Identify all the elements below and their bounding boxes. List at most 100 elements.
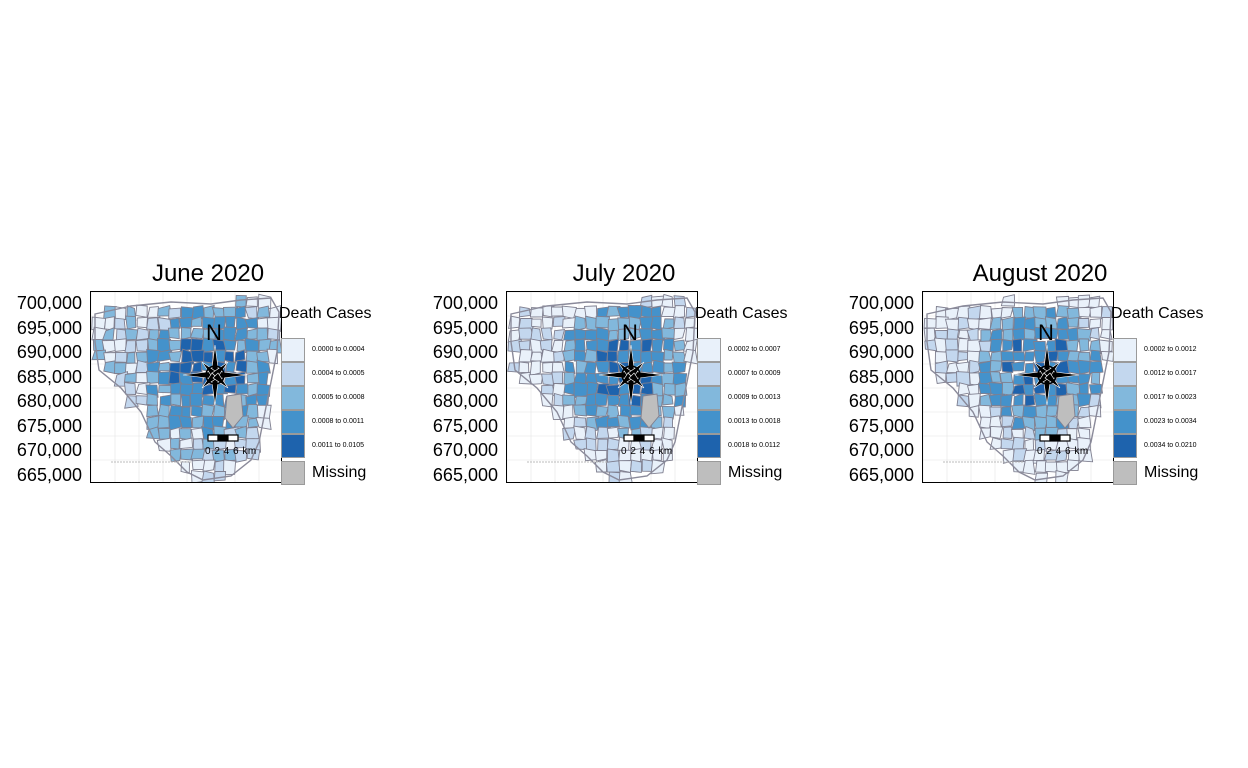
district-polygon xyxy=(1077,306,1093,318)
district-polygon xyxy=(595,315,610,329)
district-polygon xyxy=(562,394,576,406)
north-arrow-ring xyxy=(205,365,225,385)
scale-bar xyxy=(207,434,239,442)
district-polygon xyxy=(562,349,577,363)
district-polygon xyxy=(1055,360,1070,375)
district-polygon xyxy=(1001,415,1015,428)
district-polygon xyxy=(573,425,587,441)
district-polygon xyxy=(244,337,260,352)
missing-district-polygon xyxy=(1056,393,1076,429)
legend-title: Death Cases xyxy=(1111,305,1204,322)
y-tick-label: 680,000 xyxy=(16,391,82,411)
district-polygon xyxy=(618,460,632,473)
district-polygon xyxy=(257,371,269,386)
district-polygon xyxy=(1034,460,1048,473)
district-polygon xyxy=(168,350,183,363)
legend-swatch xyxy=(1113,410,1137,434)
district-polygon xyxy=(189,393,203,407)
district-polygon xyxy=(169,447,182,463)
district-polygon xyxy=(135,304,148,318)
district-polygon xyxy=(255,417,272,431)
district-polygon xyxy=(1088,404,1102,418)
district-polygon xyxy=(651,359,666,374)
district-polygon xyxy=(663,348,674,361)
district-polygon xyxy=(1066,317,1080,328)
scale-bar-segment xyxy=(623,434,635,442)
y-tick-label: 700,000 xyxy=(16,293,82,313)
panel-title: June 2020 xyxy=(151,260,265,287)
district-polygon xyxy=(1090,372,1101,385)
district-polygon xyxy=(1002,426,1013,439)
district-polygon xyxy=(1011,404,1025,418)
district-polygon xyxy=(640,305,653,319)
district-polygon xyxy=(551,339,564,354)
district-polygon xyxy=(1021,415,1035,432)
district-polygon xyxy=(170,393,182,407)
scale-bar-segment xyxy=(633,434,645,442)
district-polygon xyxy=(1011,338,1023,352)
district-polygon xyxy=(136,316,148,329)
district-polygon xyxy=(201,394,216,406)
district-polygon xyxy=(1089,305,1103,318)
district-polygon xyxy=(101,327,115,341)
district-polygon xyxy=(1045,306,1057,319)
district-polygon xyxy=(1022,459,1036,475)
district-polygon xyxy=(1076,393,1092,408)
legend-missing-label: Missing xyxy=(1144,464,1199,481)
district-polygon xyxy=(178,415,193,429)
y-tick-label: 695,000 xyxy=(848,317,914,338)
legend-label: 0.0000 to 0.0004 xyxy=(312,346,365,353)
district-polygon xyxy=(528,373,544,385)
map-panel-june: June 2020 700,000 695,000 690,000 685,00… xyxy=(0,258,400,498)
legend-swatch-missing xyxy=(281,461,305,485)
district-polygon xyxy=(1012,351,1026,362)
district-polygon xyxy=(190,316,203,327)
district-polygon xyxy=(1056,316,1070,330)
district-polygon xyxy=(178,316,193,329)
north-label: N xyxy=(622,320,638,345)
legend-missing-label: Missing xyxy=(728,464,783,481)
legend-swatch xyxy=(697,338,721,362)
district-polygon xyxy=(225,316,236,329)
district-polygon xyxy=(518,349,533,363)
district-polygon xyxy=(244,306,258,320)
district-polygon xyxy=(1078,338,1090,352)
district-polygon xyxy=(618,471,633,482)
district-polygon xyxy=(531,318,542,328)
legend-swatch xyxy=(697,386,721,410)
legend-label: 0.0007 to 0.0009 xyxy=(728,370,781,377)
district-polygon xyxy=(1089,360,1104,374)
district-polygon xyxy=(639,316,654,330)
y-tick-label: 675,000 xyxy=(432,415,498,436)
district-polygon xyxy=(223,459,237,476)
district-polygon xyxy=(1033,350,1047,364)
north-label: N xyxy=(206,320,222,345)
legend-label: 0.0013 to 0.0018 xyxy=(728,418,781,425)
map-frame: N 0 2 4 6 km xyxy=(506,291,698,483)
legend-swatch xyxy=(281,434,305,458)
district-polygon xyxy=(945,349,959,363)
district-polygon xyxy=(629,404,643,416)
choropleth-map xyxy=(923,292,1113,482)
district-polygon xyxy=(246,372,261,384)
district-polygon xyxy=(650,315,662,331)
district-polygon xyxy=(190,349,206,364)
district-polygon xyxy=(169,317,181,330)
legend-label: 0.0002 to 0.0007 xyxy=(728,346,781,353)
choropleth-map xyxy=(507,292,697,482)
scale-bar-segment xyxy=(643,434,655,442)
district-polygon xyxy=(189,327,205,340)
district-polygon xyxy=(235,294,247,308)
district-polygon xyxy=(181,406,191,418)
district-polygon xyxy=(673,327,686,340)
district-polygon xyxy=(180,306,195,319)
district-polygon xyxy=(990,425,1004,440)
district-polygon xyxy=(1000,307,1014,319)
district-polygon xyxy=(553,328,566,341)
district-polygon xyxy=(1089,327,1100,340)
district-polygon xyxy=(663,382,676,396)
legend-swatch xyxy=(697,410,721,434)
y-tick-label: 685,000 xyxy=(432,366,498,387)
district-polygon xyxy=(103,360,116,375)
missing-district-polygon xyxy=(224,393,244,429)
